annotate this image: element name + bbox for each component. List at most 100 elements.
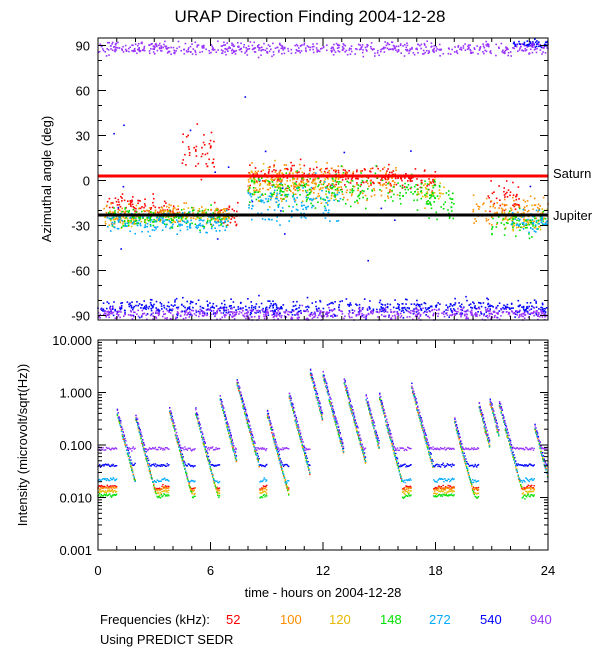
azimuth-point	[486, 310, 489, 312]
azimuth-point	[414, 190, 416, 193]
azimuth-point	[355, 48, 357, 50]
azimuth-point	[115, 46, 118, 49]
azimuth-point	[523, 220, 525, 222]
azimuth-point	[190, 219, 192, 222]
azimuth-point	[233, 50, 235, 52]
azimuth-point	[515, 310, 518, 312]
azimuth-point	[212, 224, 215, 226]
azimuth-point	[149, 223, 152, 226]
azimuth-point	[326, 167, 328, 170]
azimuth-point	[104, 51, 106, 53]
azimuth-point	[172, 46, 175, 49]
azimuth-point	[510, 307, 513, 309]
azimuth-point	[186, 308, 189, 311]
azimuth-point	[504, 52, 506, 55]
azimuth-point	[132, 208, 135, 211]
azimuth-point	[400, 52, 402, 54]
azimuth-point	[114, 48, 116, 50]
azimuth-point	[323, 182, 325, 184]
azimuth-point	[420, 183, 423, 185]
azimuth-point	[530, 221, 533, 224]
azimuth-point	[254, 181, 257, 184]
azimuth-point	[306, 178, 308, 181]
azimuth-point	[312, 43, 314, 45]
azimuth-point	[276, 220, 278, 222]
azimuth-point	[130, 310, 132, 313]
azimuth-point	[110, 309, 112, 311]
azimuth-point	[417, 304, 420, 307]
azimuth-point	[275, 183, 278, 186]
azimuth-point	[542, 196, 545, 199]
azimuth-point	[106, 48, 108, 50]
series-100khz-intensity	[97, 373, 549, 493]
azimuth-point	[147, 307, 150, 310]
azimuth-point	[536, 310, 538, 312]
azimuth-point	[134, 50, 136, 52]
azimuth-point	[524, 219, 526, 221]
azimuth-point	[491, 224, 493, 226]
azimuth-point	[391, 180, 394, 182]
intensity-point	[387, 431, 389, 434]
azimuth-point	[295, 170, 297, 173]
azimuth-point	[535, 51, 538, 54]
azimuth-point	[155, 311, 157, 314]
azimuth-point	[439, 182, 441, 185]
azimuth-point	[216, 311, 218, 313]
azimuth-point	[273, 315, 276, 317]
azimuth-point	[300, 311, 302, 314]
azimuth-point	[137, 304, 139, 307]
intensity-point	[110, 486, 113, 489]
azimuth-plot-frame	[97, 37, 549, 321]
azimuth-point	[326, 44, 328, 46]
intensity-point	[521, 487, 524, 490]
azimuth-point	[243, 315, 246, 318]
azimuth-point	[267, 188, 270, 191]
azimuth-point	[430, 204, 432, 206]
azimuth-point	[139, 200, 141, 202]
azimuth-point	[189, 313, 191, 316]
azimuth-point	[367, 177, 370, 179]
azimuth-point	[185, 311, 187, 313]
azimuth-point	[150, 48, 152, 50]
azimuth-point	[532, 312, 535, 314]
azimuth-point	[517, 299, 520, 302]
azimuth-point	[278, 311, 281, 314]
azimuth-point	[175, 212, 178, 215]
azimuth-point	[352, 171, 355, 173]
intensity-point	[148, 470, 151, 472]
azimuth-point	[358, 307, 360, 310]
azimuth-point	[273, 189, 276, 192]
azimuth-point	[277, 206, 280, 208]
azimuth-point	[161, 308, 163, 310]
azimuth-point	[121, 302, 124, 304]
azimuth-point	[234, 314, 236, 317]
azimuth-point	[463, 314, 466, 317]
azimuth-point	[193, 209, 195, 211]
azimuth-point	[485, 315, 487, 318]
azimuth-point	[181, 212, 184, 214]
azimuth-point	[132, 311, 135, 313]
azimuth-point	[325, 187, 327, 190]
azimuth-point	[225, 216, 227, 219]
intensity-point	[170, 418, 173, 421]
azimuth-point	[456, 50, 458, 52]
azimuth-point	[261, 193, 263, 195]
azimuth-point	[263, 201, 265, 204]
azimuth-point	[136, 313, 138, 315]
azimuth-point	[517, 186, 520, 188]
azimuth-point	[356, 177, 358, 180]
intensity-point	[451, 486, 454, 489]
azimuth-point	[257, 200, 260, 202]
azimuth-point	[155, 300, 158, 303]
azimuth-point	[258, 190, 260, 192]
azimuth-point	[420, 303, 423, 306]
azimuth-point	[226, 207, 228, 210]
azimuth-point	[249, 311, 252, 314]
azimuth-point	[206, 152, 209, 155]
azimuth-point	[488, 315, 491, 317]
azimuth-point	[223, 41, 225, 44]
azimuth-point	[306, 180, 309, 182]
azimuth-point	[346, 172, 348, 175]
azimuth-point	[122, 223, 124, 225]
azimuth-point	[529, 313, 531, 316]
